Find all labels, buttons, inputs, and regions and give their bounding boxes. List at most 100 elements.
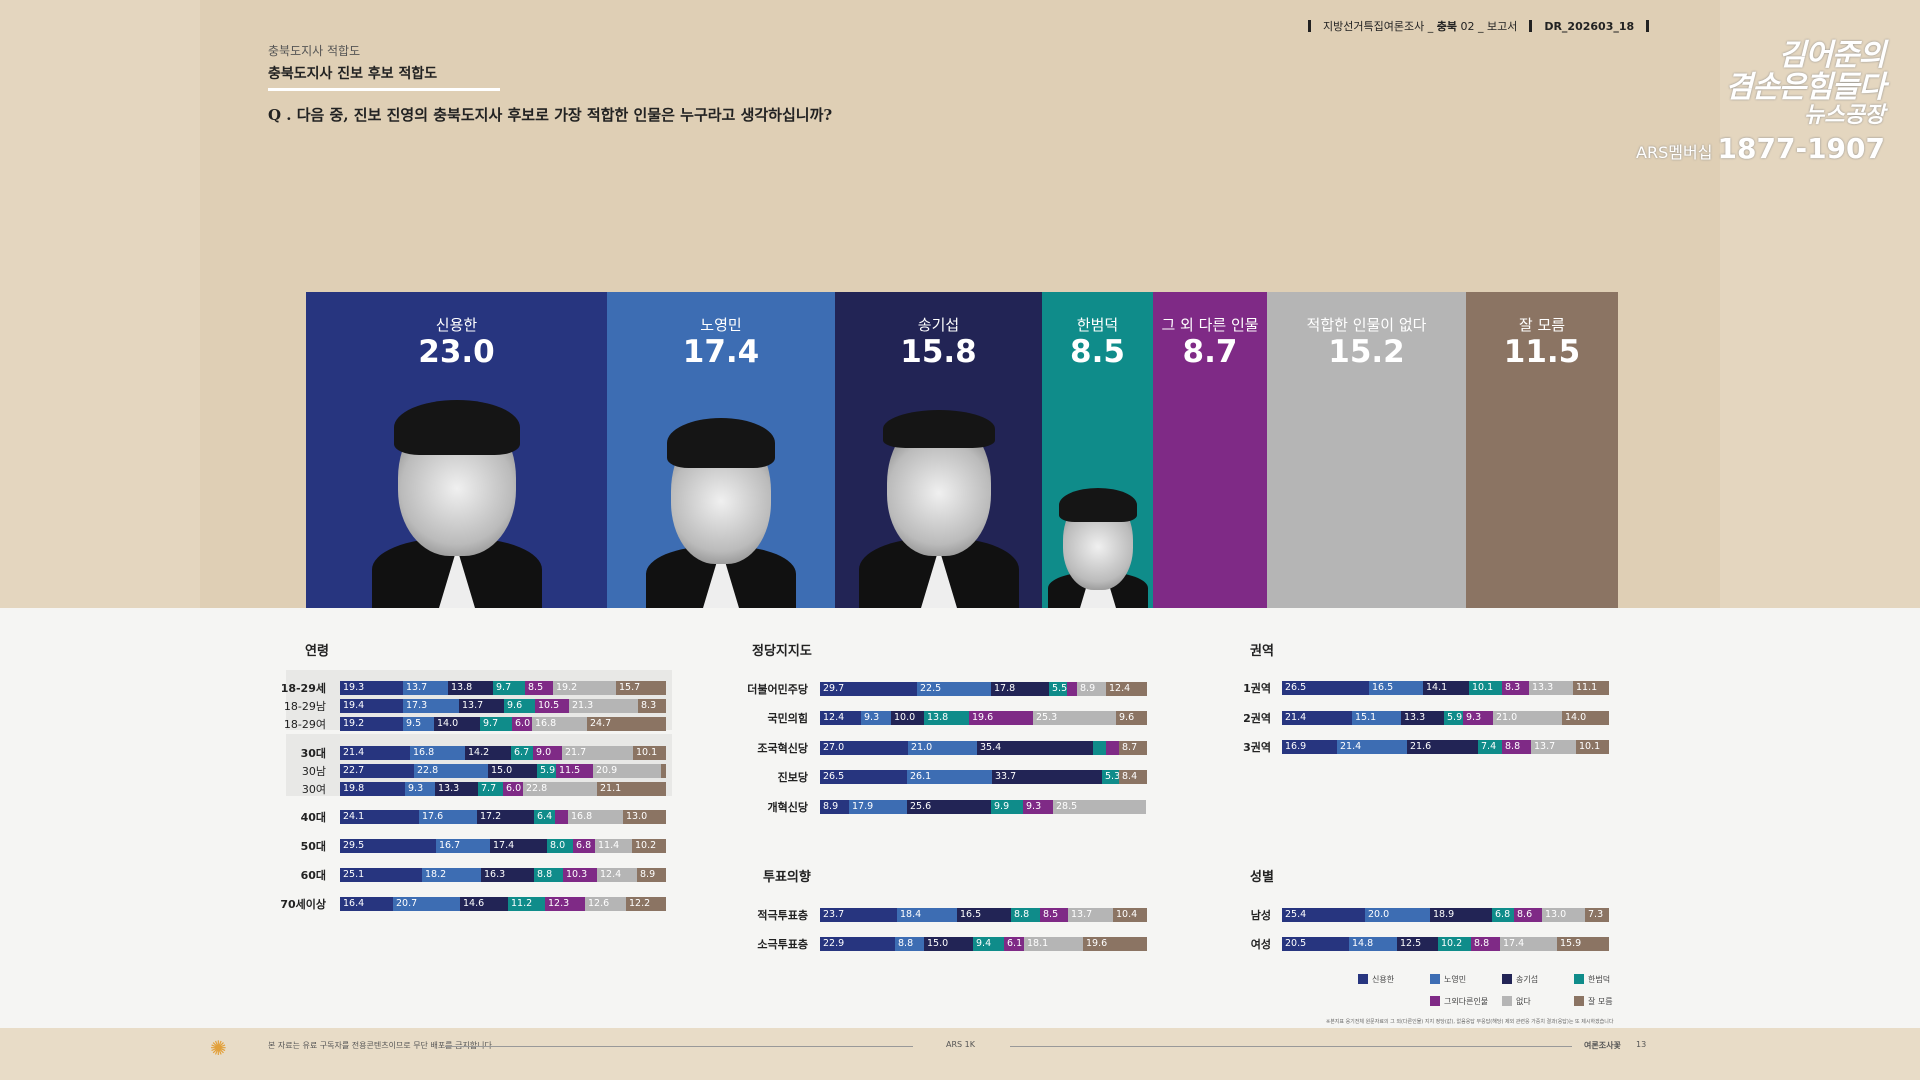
segment-3: 14.6 <box>460 897 508 911</box>
row-label: 30대 <box>300 747 326 760</box>
row-label: 3권역 <box>1243 741 1271 754</box>
segment-7: 15.9 <box>1557 937 1609 951</box>
segment-4: 8.8 <box>1011 908 1040 922</box>
segment-3: 14.1 <box>1423 681 1469 695</box>
segment-7: 10.4 <box>1113 908 1147 922</box>
segment-1: 16.9 <box>1282 740 1337 754</box>
legend-item: 노영민 <box>1430 974 1466 985</box>
segment-7: 8.7 <box>1119 741 1147 755</box>
footer-bar <box>0 1028 1920 1080</box>
bar-3: 송기섭 15.8 <box>835 292 1042 608</box>
stacked-row: 19.3 13.7 13.8 9.7 8.5 19.2 15.7 <box>340 681 666 695</box>
stacked-row: 19.2 9.5 14.0 9.7 6.0 16.8 24.7 <box>340 717 666 731</box>
segment-2: 17.9 <box>849 800 907 814</box>
stacked-row: 21.4 15.1 13.3 5.9 9.3 21.0 14.0 <box>1282 711 1609 725</box>
segment-3: 13.7 <box>459 699 504 713</box>
segment-7: 9.6 <box>1116 711 1147 725</box>
bar-5: 그 외 다른 인물 8.7 <box>1153 292 1267 608</box>
stacked-row: 26.5 16.5 14.1 10.1 8.3 13.3 11.1 <box>1282 681 1609 695</box>
segment-7: 21.1 <box>597 782 666 796</box>
segment-4: 5.3 <box>1102 770 1119 784</box>
segment-6: 16.8 <box>568 810 623 824</box>
row-label: 더불어민주당 <box>747 683 808 696</box>
main-bar-chart: 신용한 23.0 노영민 17.4 송기섭 15.8 한범덕 8.5 그 외 다른 인물 8.7 적… <box>306 292 1618 608</box>
segment-1: 22.7 <box>340 764 414 778</box>
page-title: 충북도지사 진보 후보 적합도 <box>268 66 438 82</box>
segment-3: 15.0 <box>488 764 537 778</box>
segment-4: 8.8 <box>534 868 563 882</box>
row-label: 2권역 <box>1243 712 1271 725</box>
question-text: Q . 다음 중, 진보 진영의 충북도지사 후보로 가장 적합한 인물은 누구… <box>268 106 833 124</box>
segment-3: 17.2 <box>477 810 534 824</box>
row-label: 남성 <box>1250 909 1271 922</box>
bar-label: 한범덕 <box>1076 316 1119 334</box>
segment-7: 10.1 <box>633 746 666 760</box>
segment-4: 6.8 <box>1492 908 1514 922</box>
bar-value: 8.7 <box>1182 334 1238 370</box>
stacked-row: 27.0 21.0 35.4 8.7 <box>820 741 1147 755</box>
logo-line2: 겸손은힘들다 <box>1725 70 1886 105</box>
segment-4 <box>1093 741 1106 755</box>
bar-label: 잘 모름 <box>1518 316 1566 334</box>
segment-5 <box>1106 741 1119 755</box>
segment-6: 21.3 <box>569 699 638 713</box>
segment-1: 16.4 <box>340 897 393 911</box>
row-label: 30여 <box>301 783 326 796</box>
segment-7: 10.2 <box>632 839 666 853</box>
segment-1: 24.1 <box>340 810 419 824</box>
segment-6: 21.0 <box>1493 711 1562 725</box>
segment-6: 20.9 <box>593 764 661 778</box>
stacked-row: 12.4 9.3 10.0 13.8 19.6 25.3 9.6 <box>820 711 1147 725</box>
segment-2: 20.7 <box>393 897 460 911</box>
segment-2: 14.8 <box>1349 937 1397 951</box>
row-label: 18-29세 <box>280 682 326 695</box>
segment-3: 13.3 <box>435 782 478 796</box>
segment-7: 24.7 <box>587 717 666 731</box>
section-title: 정당지지도 <box>752 644 812 659</box>
segment-2: 9.5 <box>403 717 434 731</box>
segment-6: 12.4 <box>597 868 637 882</box>
segment-5: 9.3 <box>1463 711 1493 725</box>
stacked-row: 24.1 17.6 17.2 6.4 16.8 13.0 <box>340 810 666 824</box>
segment-7 <box>661 764 666 778</box>
segment-4: 13.8 <box>924 711 969 725</box>
segment-6: 11.4 <box>595 839 632 853</box>
bar-7: 잘 모름 11.5 <box>1466 292 1618 608</box>
candidate-portrait <box>858 398 1019 608</box>
row-label: 여성 <box>1250 938 1271 951</box>
legend-swatch <box>1430 996 1440 1006</box>
bar-4: 한범덕 8.5 <box>1042 292 1153 608</box>
section-title: 연령 <box>305 644 329 659</box>
segment-3: 12.5 <box>1397 937 1438 951</box>
segment-7: 13.0 <box>623 810 666 824</box>
segment-4: 9.9 <box>991 800 1023 814</box>
row-label: 70세이상 <box>280 898 326 911</box>
segment-5: 8.6 <box>1514 908 1542 922</box>
flower-icon: ✺ <box>210 1036 227 1060</box>
segment-4: 9.6 <box>504 699 535 713</box>
footer-disclaimer: 본 자료는 유료 구독자를 전용콘텐츠이므로 무단 배포를 금지합니다 <box>268 1041 492 1050</box>
segment-1: 29.5 <box>340 839 436 853</box>
row-label: 18-29남 <box>283 700 326 713</box>
stacked-row: 19.8 9.3 13.3 7.7 6.0 22.8 21.1 <box>340 782 666 796</box>
report-label: 보고서 <box>1486 20 1518 33</box>
footer-rule-right <box>1010 1046 1572 1047</box>
segment-2: 26.1 <box>907 770 992 784</box>
segment-3: 33.7 <box>992 770 1102 784</box>
segment-6: 19.2 <box>553 681 616 695</box>
stacked-row: 22.7 22.8 15.0 5.9 11.5 20.9 <box>340 764 666 778</box>
segment-3: 16.5 <box>957 908 1011 922</box>
segment-2: 21.0 <box>908 741 977 755</box>
segment-7: 7.3 <box>1585 908 1609 922</box>
segment-7: 14.0 <box>1562 711 1609 725</box>
segment-1: 25.1 <box>340 868 422 882</box>
segment-5: 8.5 <box>1040 908 1068 922</box>
report-no: 02 <box>1460 20 1475 33</box>
segment-1: 25.4 <box>1282 908 1365 922</box>
bar-value: 15.2 <box>1328 334 1405 370</box>
legend-item: 신용한 <box>1358 974 1394 985</box>
legend-item: 그외다른인물 <box>1430 996 1488 1007</box>
segment-3: 10.0 <box>891 711 924 725</box>
bar-value: 11.5 <box>1503 334 1581 370</box>
segment-2: 16.7 <box>436 839 490 853</box>
